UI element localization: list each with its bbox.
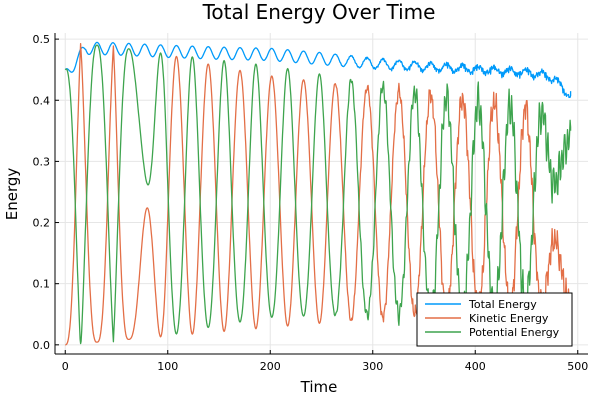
x-tick-label-5: 500 — [567, 360, 588, 373]
x-axis-label: Time — [300, 378, 338, 396]
series-layer — [64, 41, 572, 346]
axis-layer — [54, 33, 588, 355]
series-line-kinetic-energy — [65, 42, 572, 346]
legend-label-kinetic-energy: Kinetic Energy — [469, 312, 549, 325]
y-axis-label: Energy — [3, 168, 21, 221]
x-tick-label-0: 0 — [62, 360, 69, 373]
legend: Total Energy Kinetic Energy Potential En… — [416, 292, 573, 347]
x-tick-label-4: 400 — [465, 360, 486, 373]
legend-box — [416, 292, 573, 347]
legend-label-total-energy: Total Energy — [468, 298, 537, 311]
tick-layer: 0 100 200 300 400 500 0.0 0.1 0.2 0.3 0.4 0.5 — [33, 33, 589, 373]
y-tick-label-1: 0.1 — [33, 278, 51, 291]
y-tick-label-0: 0.0 — [33, 339, 51, 352]
y-tick-label-4: 0.4 — [33, 94, 51, 107]
y-tick-label-2: 0.2 — [33, 217, 51, 230]
x-tick-label-3: 300 — [362, 360, 383, 373]
legend-label-potential-energy: Potential Energy — [469, 326, 560, 339]
y-tick-label-5: 0.5 — [33, 33, 51, 46]
chart-title: Total Energy Over Time — [202, 0, 436, 24]
x-tick-label-2: 200 — [260, 360, 281, 373]
x-tick-label-1: 100 — [157, 360, 178, 373]
series-line-total-energy — [64, 41, 572, 99]
y-tick-label-3: 0.3 — [33, 155, 51, 168]
series-line-potential-energy — [64, 44, 572, 345]
